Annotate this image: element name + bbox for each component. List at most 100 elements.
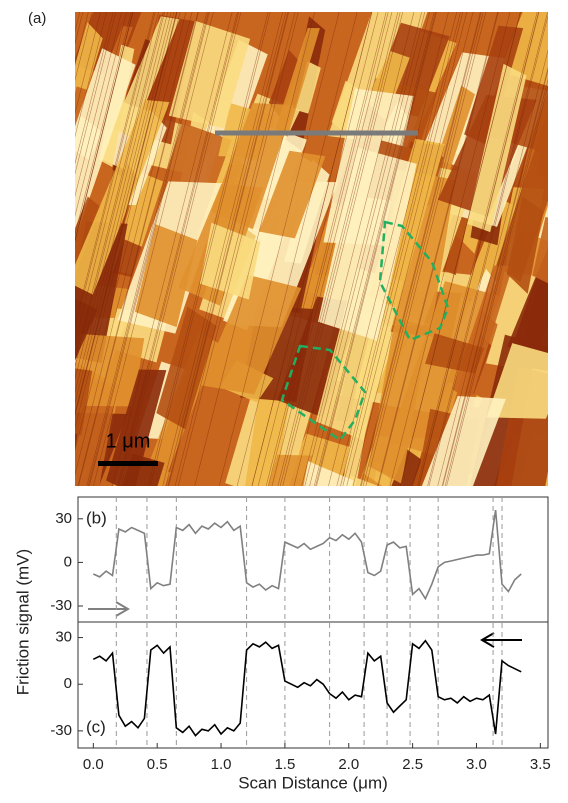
texture [277, 12, 399, 486]
texture [194, 12, 315, 486]
texture [400, 12, 521, 486]
texture [328, 12, 449, 486]
texture [75, 12, 164, 362]
texture [303, 461, 354, 486]
texture [362, 12, 484, 486]
texture [147, 12, 269, 486]
texture [257, 12, 379, 486]
scale-bar-label: 1 μm [106, 430, 151, 452]
texture [417, 494, 507, 629]
direction-arrow [480, 632, 495, 648]
texture [442, 69, 548, 486]
texture [106, 369, 167, 486]
panel-label: (a) [28, 10, 46, 27]
texture [368, 307, 430, 484]
texture [304, 12, 426, 486]
texture [388, 281, 500, 459]
texture [93, 12, 214, 486]
texture [377, 12, 498, 486]
texture [75, 12, 169, 380]
x-tick-label: 2.5 [402, 756, 423, 773]
texture [77, 12, 199, 486]
texture [75, 12, 107, 138]
scale-bar [98, 461, 158, 466]
texture [165, 12, 287, 486]
texture [309, 12, 430, 486]
texture [75, 12, 155, 326]
texture [162, 12, 284, 486]
texture [75, 12, 127, 217]
texture [177, 12, 299, 486]
texture [352, 12, 474, 486]
domain-outline [378, 220, 450, 342]
texture [360, 12, 482, 486]
x-tick-label: 2.0 [338, 756, 359, 773]
texture [282, 12, 404, 486]
panel-label: (b) [86, 508, 107, 527]
texture [75, 12, 117, 175]
texture [365, 12, 487, 486]
texture [418, 12, 540, 486]
texture [75, 12, 165, 368]
texture [75, 12, 177, 415]
texture [378, 12, 499, 486]
texture [75, 12, 156, 330]
texture [168, 12, 289, 486]
y-tick-label: -30 [50, 722, 72, 739]
texture [265, 12, 387, 486]
texture [167, 12, 289, 486]
texture [75, 12, 81, 33]
texture [75, 12, 181, 429]
texture [444, 78, 548, 486]
texture [268, 50, 302, 120]
texture [428, 469, 474, 486]
texture [446, 84, 548, 486]
texture [156, 306, 217, 430]
texture [120, 12, 242, 486]
texture [218, 12, 340, 486]
texture [236, 12, 358, 486]
texture [412, 487, 483, 675]
texture [267, 12, 389, 486]
texture [427, 12, 548, 486]
panel-label: (c) [86, 717, 106, 736]
texture [313, 12, 435, 486]
texture [389, 12, 511, 486]
texture [75, 12, 114, 165]
texture [279, 12, 401, 486]
y-tick-label: 0 [64, 553, 72, 570]
texture [75, 12, 178, 418]
x-tick-label: 0.5 [147, 756, 168, 773]
texture [75, 12, 101, 115]
texture [301, 12, 422, 486]
texture [416, 12, 538, 486]
texture [418, 12, 539, 486]
texture [437, 49, 548, 486]
texture [89, 12, 210, 486]
texture [75, 333, 145, 407]
texture [340, 12, 461, 486]
afm-image [75, 12, 548, 677]
y-tick-label: -30 [50, 597, 72, 614]
texture [421, 396, 506, 486]
texture [532, 216, 548, 284]
texture [258, 150, 326, 239]
data-line [92, 509, 522, 601]
texture [199, 487, 289, 677]
plot-frame [77, 496, 549, 623]
texture [441, 66, 548, 486]
x-tick-label: 1.0 [211, 756, 232, 773]
texture [75, 12, 193, 476]
texture [293, 12, 415, 486]
texture [75, 48, 136, 239]
texture [117, 12, 238, 486]
texture [294, 60, 321, 114]
texture [118, 12, 239, 486]
data-line [92, 639, 522, 737]
texture [174, 12, 296, 486]
domain-outline [280, 344, 367, 442]
texture [75, 12, 122, 198]
texture [75, 12, 134, 243]
direction-arrow [115, 601, 130, 617]
texture [149, 12, 271, 486]
